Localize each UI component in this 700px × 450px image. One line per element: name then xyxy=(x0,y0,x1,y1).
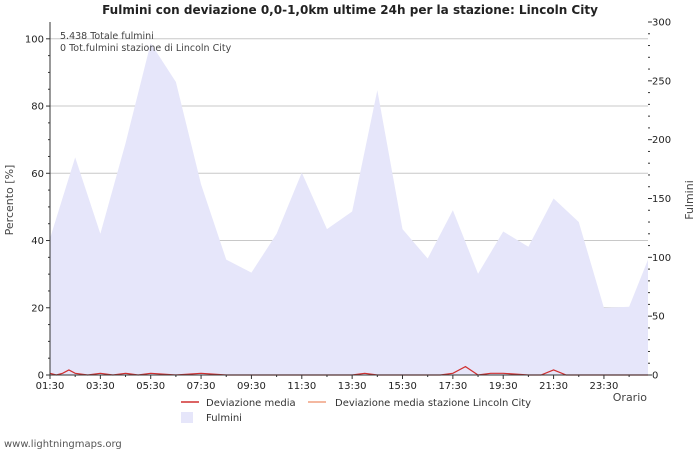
deviation-line xyxy=(49,365,648,376)
annotation-total-strikes: 5.438 Totale fulmini xyxy=(60,31,154,42)
right-axis-ticks: 0 50 100 150 200 250 300 xyxy=(648,18,671,382)
y-right-label: Fulmini xyxy=(683,180,696,220)
right-tick-label-300: 300 xyxy=(652,18,671,29)
left-tick-label-40: 40 xyxy=(31,236,44,247)
x-tick-label-6: 13:30 xyxy=(338,381,367,392)
right-tick-label-0: 0 xyxy=(652,371,658,382)
left-tick-label-0: 0 xyxy=(38,371,44,382)
x-axis-ticks: 01:30 03:30 05:30 07:30 09:30 11:30 13:30 15:30… xyxy=(36,375,630,392)
legend-station-deviation-label: Deviazione media stazione Lincoln City xyxy=(335,398,531,409)
left-tick-label-60: 60 xyxy=(31,169,44,180)
right-tick-label-100: 100 xyxy=(652,253,671,264)
strikes-area-layer xyxy=(50,43,648,376)
x-tick-label-9: 19:30 xyxy=(489,381,518,392)
x-tick-label-11: 23:30 xyxy=(590,381,619,392)
footer-credit: www.lightningmaps.org xyxy=(4,439,122,450)
x-axis-label: Orario xyxy=(613,391,648,404)
x-tick-label-0: 01:30 xyxy=(36,381,65,392)
legend-strikes-swatch xyxy=(181,412,193,423)
x-tick-label-1: 03:30 xyxy=(86,381,115,392)
right-tick-label-200: 200 xyxy=(652,135,671,146)
y-left-label: Percento [%] xyxy=(3,165,16,236)
x-tick-label-3: 07:30 xyxy=(187,381,216,392)
annotation-station-strikes: 0 Tot.fulmini stazione di Lincoln City xyxy=(60,43,232,54)
legend-strikes-label: Fulmini xyxy=(206,413,242,424)
chart-title: Fulmini con deviazione 0,0-1,0km ultime … xyxy=(102,3,598,17)
x-tick-label-8: 17:30 xyxy=(438,381,467,392)
deviation-line-layer xyxy=(49,365,648,376)
strikes-area xyxy=(50,43,648,376)
right-tick-label-50: 50 xyxy=(652,312,665,323)
x-tick-label-7: 15:30 xyxy=(388,381,417,392)
left-tick-label-80: 80 xyxy=(31,102,44,113)
right-tick-label-150: 150 xyxy=(652,194,671,205)
left-tick-label-100: 100 xyxy=(25,34,44,45)
x-tick-label-10: 21:30 xyxy=(539,381,568,392)
right-tick-label-250: 250 xyxy=(652,76,671,87)
legend: Deviazione media Deviazione media stazio… xyxy=(181,398,531,424)
x-tick-label-5: 11:30 xyxy=(287,381,316,392)
left-axis-ticks: 0 20 40 60 80 100 xyxy=(25,34,50,382)
x-tick-label-4: 09:30 xyxy=(237,381,266,392)
x-tick-label-2: 05:30 xyxy=(136,381,165,392)
left-tick-label-20: 20 xyxy=(31,303,44,314)
legend-deviation-label: Deviazione media xyxy=(206,398,296,409)
